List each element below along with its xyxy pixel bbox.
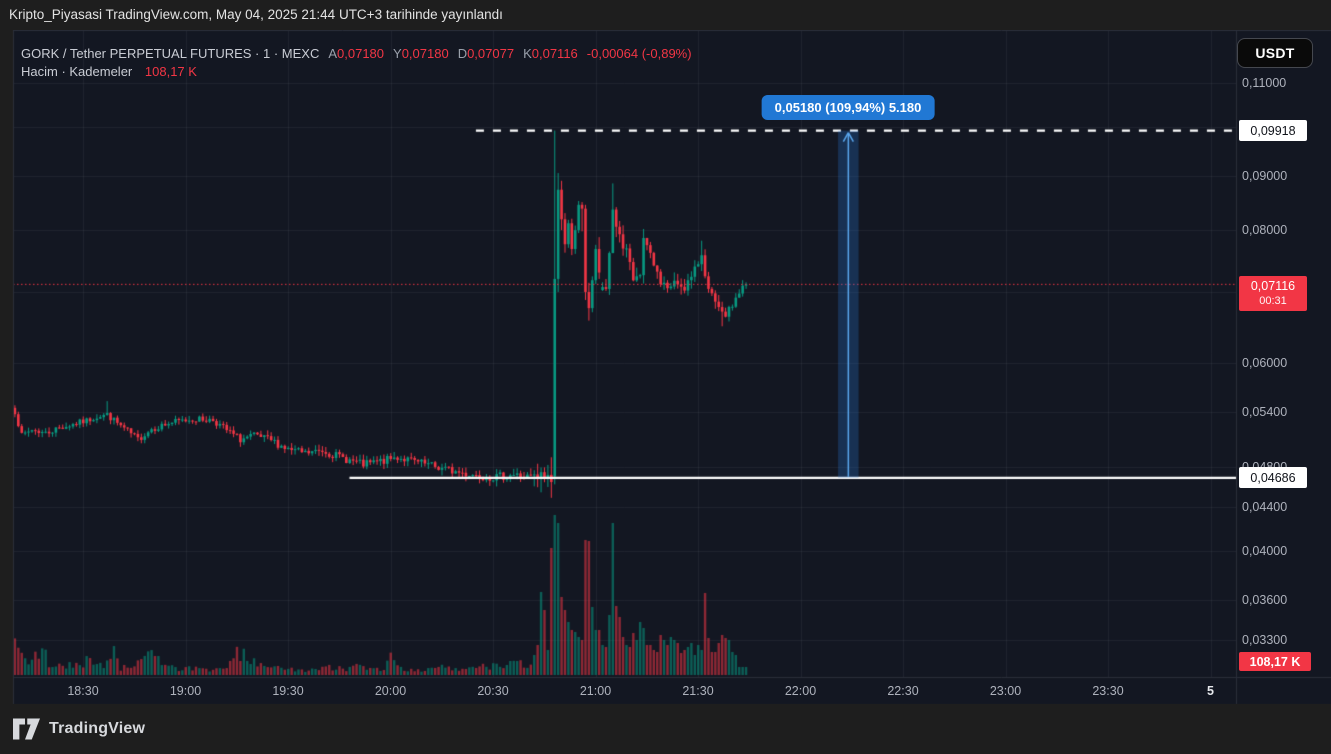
symbol-title[interactable]: GORK / Tether PERPETUAL FUTURES · 1 · ME… [21,46,320,61]
change-value: -0,00064 (-0,89%) [586,46,692,61]
tradingview-logo-icon[interactable] [13,718,40,740]
level-price-badge-low: 0,04686 [1239,467,1307,489]
ohlc-letter: K [523,46,532,61]
time-tick-label: 22:30 [887,684,919,698]
attribution-text: Kripto_Piyasasi TradingView.com, May 04,… [9,7,503,22]
price-tick-label: 0,03600 [1242,592,1288,607]
chart-legend: GORK / Tether PERPETUAL FUTURES · 1 · ME… [21,46,692,79]
time-tick-label: 20:00 [374,684,407,698]
currency-toggle-button[interactable]: USDT [1237,38,1313,68]
volume-badge: 108,17 K [1239,652,1311,671]
price-tick-label: 0,05400 [1242,405,1288,420]
price-tick-label: 0,04400 [1242,499,1288,514]
price-tick-label: 0,11000 [1242,75,1287,90]
price-tick-label: 0,09000 [1242,168,1288,183]
time-tick-label: 21:00 [579,684,612,698]
indicator-title[interactable]: Hacim · Kademeler [21,64,133,79]
ohlc-value: 0,07180 [337,46,385,61]
time-tick-label: 19:30 [272,684,304,698]
last-price-value: 0,07116 [1250,278,1296,293]
time-tick-label: 20:30 [477,684,509,698]
price-tick-label: 0,04000 [1242,544,1288,559]
bar-countdown: 00:31 [1259,294,1287,307]
level-price-badge-high: 0,09918 [1239,120,1307,142]
ohlc-value: 0,07116 [531,46,578,61]
indicator-value: 108,17 K [144,64,197,79]
currency-toggle-label: USDT [1255,45,1295,61]
price-tick-label: 0,03300 [1242,633,1288,648]
price-tick-label: 0,06000 [1242,356,1288,371]
ohlc-values: A0,07180 Y0,07180 D0,07077 K0,07116 [319,46,577,61]
ohlc-letter: Y [393,46,402,61]
ohlc-value: 0,07180 [401,46,449,61]
attribution-bar: Kripto_Piyasasi TradingView.com, May 04,… [0,0,1331,30]
ohlc-value: 0,07077 [467,46,515,61]
last-price-badge: 0,07116 00:31 [1239,276,1307,312]
time-tick-label: 21:30 [682,684,714,698]
time-tick-label: 22:00 [784,684,817,698]
brand-name[interactable]: TradingView [49,720,146,737]
footer-bar: TradingView [0,704,1331,754]
time-tick-label: 18:30 [67,684,99,698]
time-tick-label: 23:30 [1092,684,1124,698]
time-tick-label: 19:00 [169,684,202,698]
price-tick-label: 0,08000 [1242,223,1288,238]
ohlc-letter: A [328,46,338,61]
time-tick-label: 23:00 [989,684,1022,698]
day-tick-label: 5 [1207,684,1214,698]
ohlc-letter: D [457,46,468,61]
measure-tooltip: 0,05180 (109,94%) 5.180 [761,95,935,120]
